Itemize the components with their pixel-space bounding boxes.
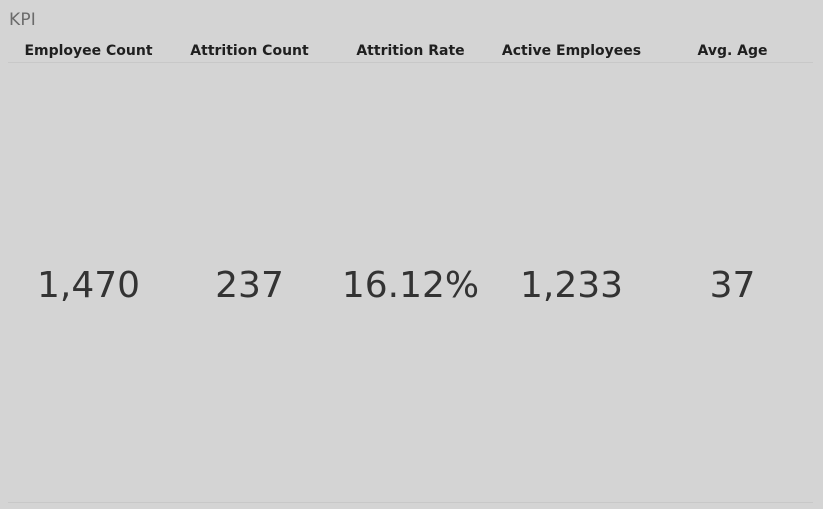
kpi-value-row: 1,470 237 16.12% 1,233 37 — [8, 63, 813, 503]
header-employee-count[interactable]: Employee Count — [24, 43, 153, 59]
value-employee-count[interactable]: 1,470 — [36, 265, 141, 306]
value-avg-age[interactable]: 37 — [709, 265, 756, 306]
header-active-employees[interactable]: Active Employees — [501, 43, 642, 59]
value-active-employees[interactable]: 1,233 — [519, 265, 624, 306]
header-attrition-rate[interactable]: Attrition Rate — [356, 43, 465, 59]
value-attrition-count[interactable]: 237 — [215, 265, 284, 306]
header-avg-age[interactable]: Avg. Age — [697, 43, 768, 59]
sheet-title: KPI — [9, 10, 37, 30]
kpi-table: Employee Count Attrition Count Attrition… — [8, 40, 813, 503]
kpi-header-row: Employee Count Attrition Count Attrition… — [8, 40, 813, 63]
value-attrition-rate[interactable]: 16.12% — [341, 265, 480, 306]
header-attrition-count[interactable]: Attrition Count — [190, 43, 309, 59]
